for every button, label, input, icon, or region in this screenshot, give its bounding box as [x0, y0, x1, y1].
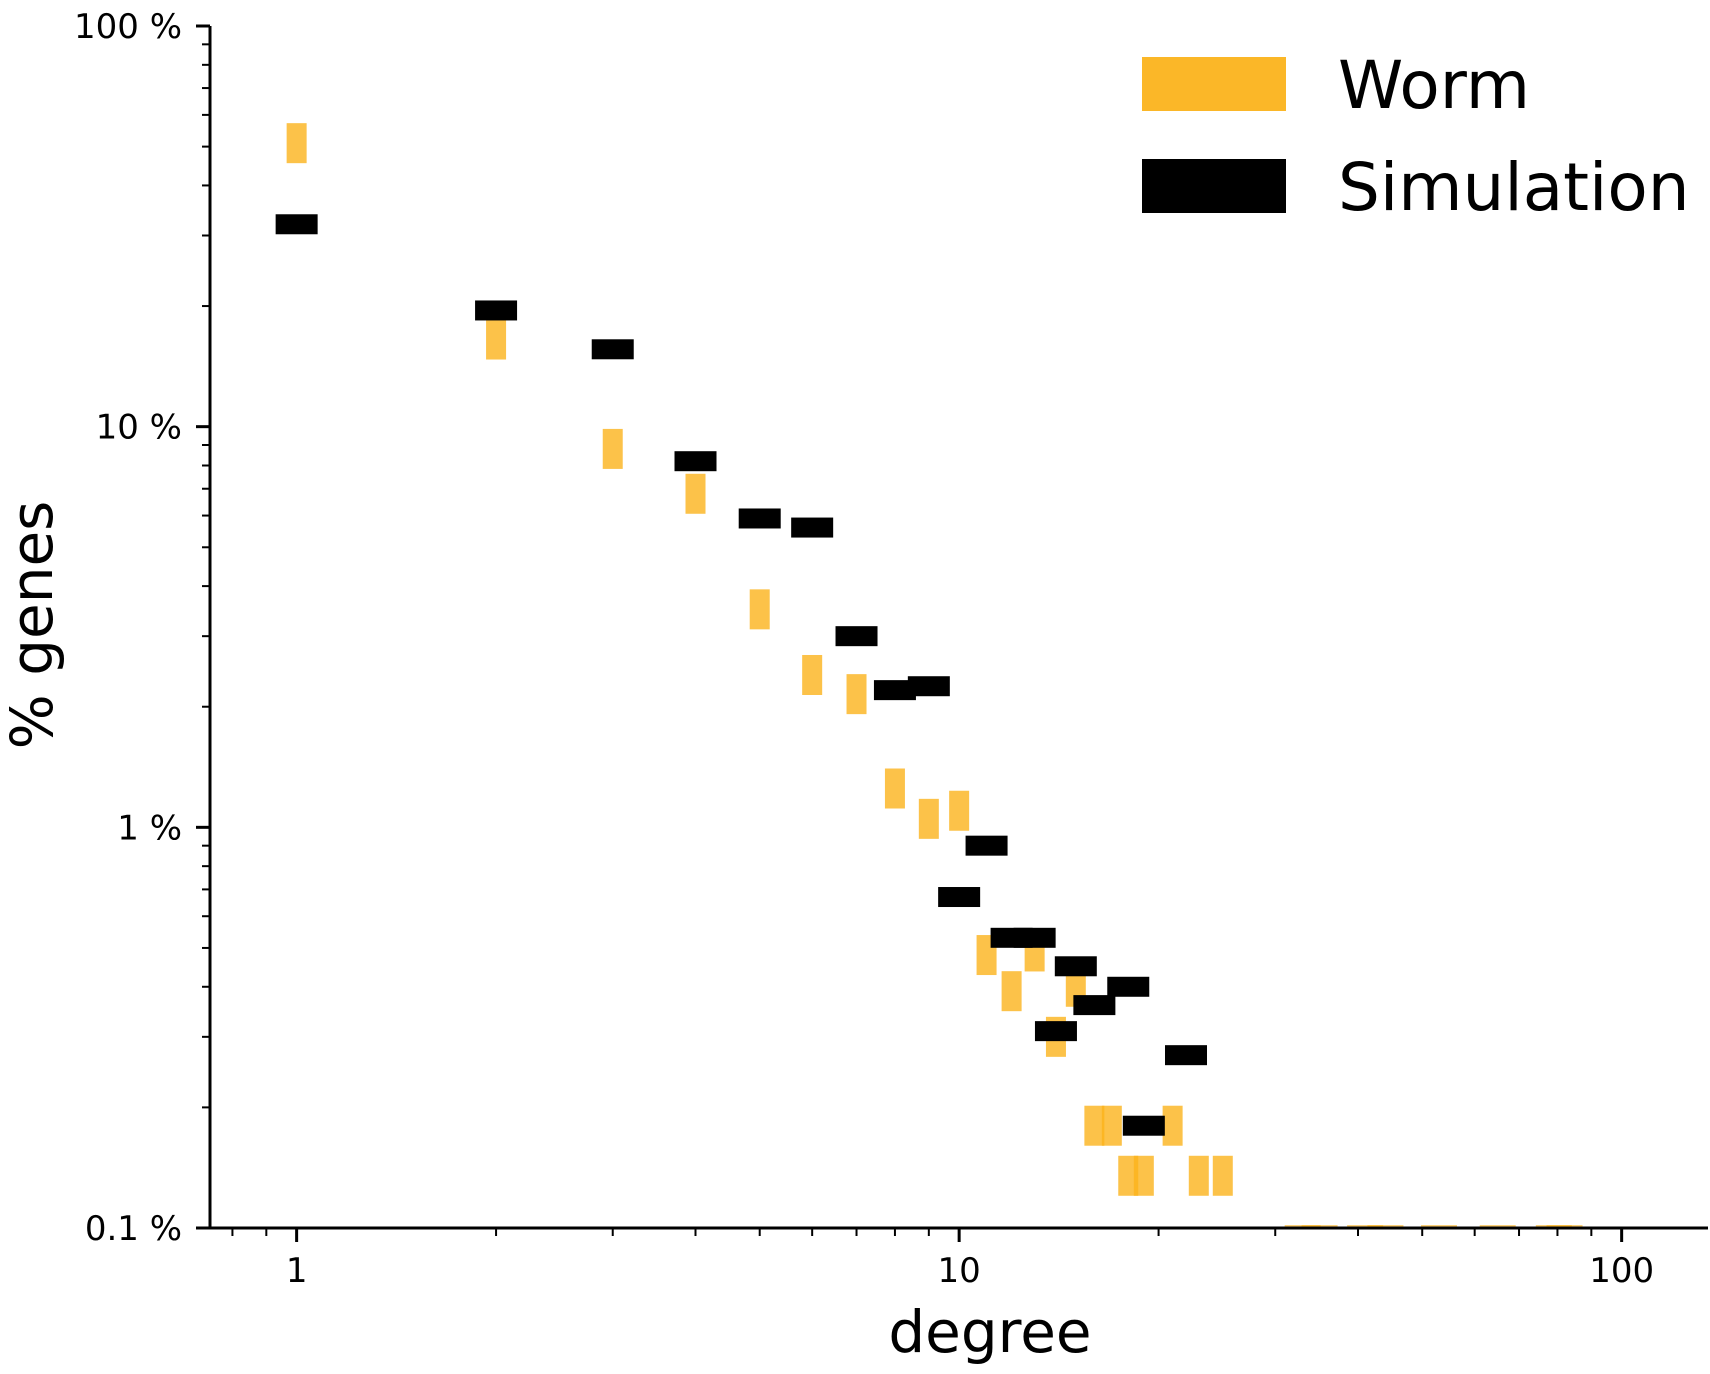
simulation-point — [475, 300, 518, 321]
worm-point — [1133, 1155, 1154, 1196]
legend: Worm Simulation — [1142, 47, 1690, 226]
worm-point — [949, 790, 970, 831]
worm-point — [846, 674, 867, 715]
simulation-point — [738, 508, 781, 529]
simulation-point — [591, 339, 634, 360]
legend-label-worm: Worm — [1338, 47, 1530, 124]
simulation-point — [1107, 976, 1150, 997]
simulation-point — [1034, 1021, 1077, 1042]
simulation-point — [674, 451, 717, 472]
worm-point — [486, 319, 507, 360]
simulation-point — [1165, 1045, 1208, 1066]
worm-point — [1001, 971, 1022, 1012]
x-axis-title: degree — [888, 1298, 1091, 1366]
legend-swatch-worm — [1142, 57, 1286, 111]
worm-point — [749, 589, 770, 630]
worm-point — [1084, 1105, 1105, 1146]
legend-label-simulation: Simulation — [1338, 149, 1690, 226]
worm-point — [286, 123, 307, 164]
series-worm — [286, 123, 1233, 1196]
y-axis-title: % genes — [0, 501, 66, 750]
simulation-point — [1122, 1115, 1165, 1136]
worm-point — [802, 654, 823, 695]
simulation-point — [275, 214, 318, 235]
simulation-point — [835, 626, 878, 647]
y-tick-label: 100 % — [74, 7, 182, 47]
legend-swatch-simulation — [1142, 159, 1286, 213]
worm-point — [1188, 1155, 1209, 1196]
y-axis-ticks: 0.1 % 1 % 10 % 100 % — [74, 7, 210, 1249]
simulation-point — [873, 680, 916, 701]
x-tick-label: 10 — [938, 1251, 981, 1291]
simulation-point — [907, 676, 950, 697]
series-simulation — [275, 214, 1208, 1136]
worm-point — [884, 768, 905, 809]
data-marks — [275, 123, 1583, 1228]
simulation-point — [1073, 995, 1116, 1016]
worm-point — [1162, 1105, 1183, 1146]
y-tick-label: 1 % — [117, 808, 182, 848]
y-tick-label: 10 % — [96, 408, 182, 448]
simulation-point — [1054, 956, 1097, 977]
worm-point — [918, 798, 939, 839]
simulation-point — [791, 517, 834, 538]
worm-point — [1101, 1105, 1122, 1146]
worm-point — [1212, 1155, 1233, 1196]
simulation-point — [938, 887, 981, 908]
worm-point — [1118, 1155, 1139, 1196]
x-tick-label: 100 — [1589, 1251, 1654, 1291]
simulation-point — [1013, 927, 1056, 948]
x-tick-label: 1 — [286, 1251, 308, 1291]
x-axis-ticks: 1 10 100 — [231, 1228, 1654, 1291]
y-tick-label: 0.1 % — [85, 1209, 182, 1249]
worm-point — [602, 428, 623, 469]
axes: 1 10 100 0.1 % 1 % 10 % 100 % — [74, 7, 1708, 1291]
worm-point — [685, 473, 706, 514]
simulation-point — [965, 835, 1008, 856]
